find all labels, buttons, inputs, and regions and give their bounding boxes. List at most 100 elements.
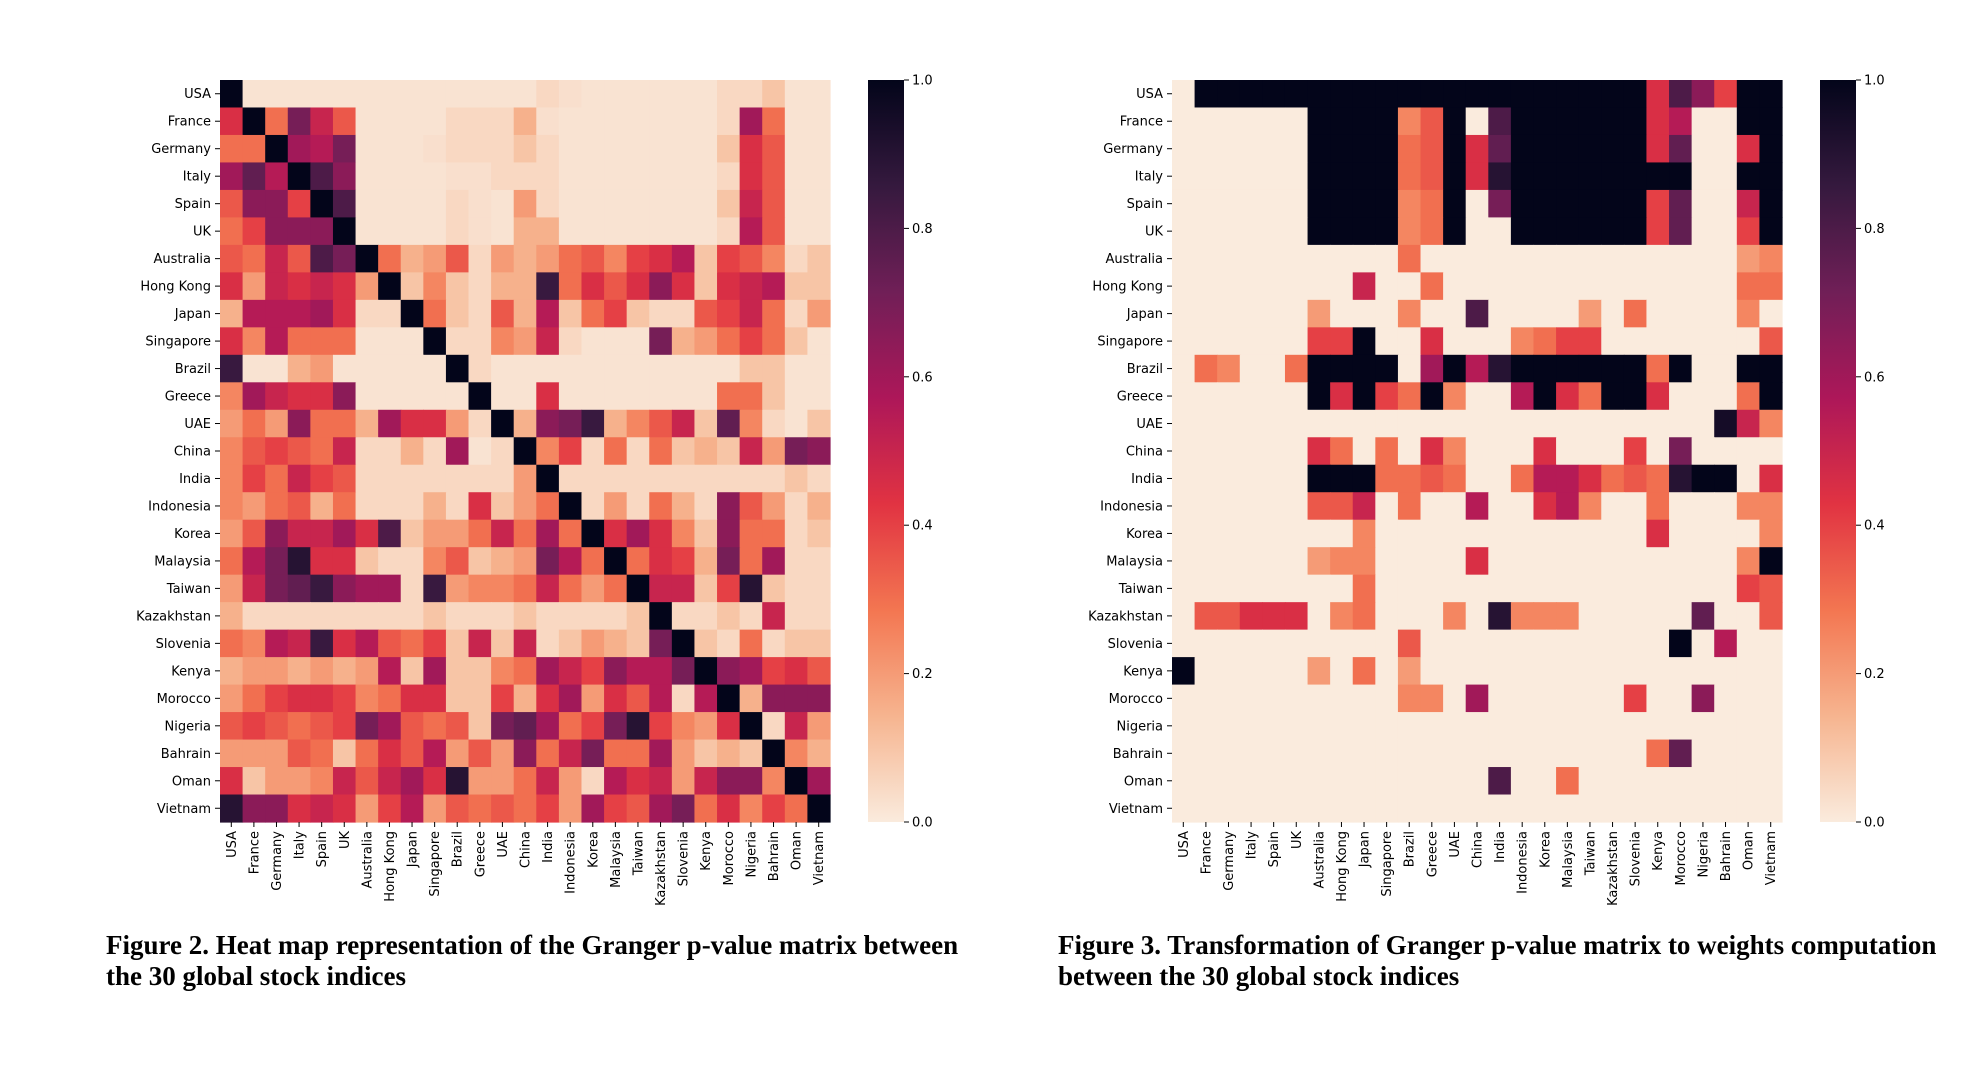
y-tick-label: Indonesia — [1100, 499, 1163, 514]
heatmap-cell — [1646, 134, 1670, 164]
heatmap-cell — [1420, 767, 1444, 796]
heatmap-cell — [1307, 739, 1331, 768]
heatmap-cell — [1759, 767, 1783, 796]
heatmap-cell — [762, 409, 786, 438]
y-tick-label: UAE — [184, 417, 211, 432]
heatmap-cell — [1488, 464, 1512, 493]
heatmap-cell — [287, 162, 311, 191]
heatmap-cell — [1533, 437, 1557, 466]
heatmap-cell — [1375, 354, 1399, 383]
heatmap-cell — [1284, 162, 1309, 191]
heatmap-cell — [717, 189, 741, 219]
heatmap-cell — [1397, 244, 1422, 273]
heatmap-cell — [1759, 189, 1783, 219]
heatmap-cell — [536, 602, 560, 631]
heatmap-cell — [762, 519, 786, 548]
heatmap-cell — [1759, 354, 1783, 383]
heatmap-cell — [536, 382, 560, 411]
heatmap-cell — [762, 464, 786, 493]
heatmap-cell — [1533, 767, 1557, 796]
heatmap-cell — [762, 767, 786, 796]
heatmap-cell — [694, 739, 718, 768]
heatmap-cell — [1646, 244, 1670, 273]
heatmap-cell — [1601, 437, 1625, 466]
heatmap-cell — [1646, 739, 1670, 768]
heatmap-cell — [739, 327, 763, 356]
x-tick-label: Japan — [1358, 831, 1373, 868]
heatmap-cell — [310, 80, 334, 109]
heatmap-cell — [310, 492, 334, 521]
heatmap-cell — [332, 299, 357, 328]
colorbar-tick-label: 0.6 — [912, 370, 933, 385]
heatmap-cell — [1284, 107, 1309, 136]
heatmap-cell — [1623, 492, 1648, 521]
heatmap-cell — [807, 107, 831, 136]
heatmap-cell — [581, 547, 605, 576]
heatmap-cell — [1262, 162, 1286, 191]
heatmap-cell — [1194, 602, 1218, 631]
heatmap-cell — [1623, 217, 1648, 246]
heatmap-cell — [1465, 657, 1489, 686]
heatmap-cell — [378, 327, 402, 356]
heatmap-cell — [558, 712, 583, 741]
heatmap-cell — [287, 189, 311, 219]
heatmap-cell — [378, 107, 402, 136]
heatmap-cell — [671, 547, 696, 576]
colorbar-tick-label: 0.0 — [1864, 816, 1885, 831]
heatmap-cell — [1375, 244, 1399, 273]
heatmap-cell — [445, 217, 470, 246]
heatmap-cell — [1759, 519, 1783, 548]
heatmap-cell — [1217, 134, 1241, 164]
heatmap-cell — [1556, 217, 1580, 246]
heatmap-cell — [1375, 327, 1399, 356]
heatmap-cell — [784, 684, 808, 713]
x-tick-label: Brazil — [1403, 831, 1418, 867]
heatmap-cell — [423, 739, 447, 768]
heatmap-cell — [1510, 464, 1535, 493]
heatmap-cell — [242, 189, 266, 219]
heatmap-cell — [694, 767, 718, 796]
heatmap-cell — [604, 519, 628, 548]
heatmap-cell — [220, 189, 244, 219]
heatmap-cell — [762, 794, 786, 823]
heatmap-cell — [355, 464, 379, 493]
heatmap-cell — [1759, 244, 1783, 273]
heatmap-cell — [604, 244, 628, 273]
heatmap-cell — [445, 492, 470, 521]
heatmap-cell — [626, 327, 650, 356]
heatmap-cell — [1262, 574, 1286, 603]
heatmap-cell — [355, 657, 379, 686]
heatmap-cell — [581, 272, 605, 301]
heatmap-cell — [717, 657, 741, 686]
y-tick-label: Kenya — [1123, 664, 1163, 679]
heatmap-cell — [1556, 464, 1580, 493]
heatmap-cell — [1714, 162, 1738, 191]
heatmap-cell — [423, 409, 447, 438]
heatmap-cell — [1601, 299, 1625, 328]
heatmap-cell — [694, 299, 718, 328]
heatmap-cell — [1194, 794, 1218, 823]
heatmap-cell — [287, 80, 311, 109]
heatmap-cell — [604, 327, 628, 356]
y-tick-label: Kazakhstan — [1088, 609, 1163, 624]
heatmap-cell — [784, 574, 808, 603]
heatmap-cell — [1759, 712, 1783, 741]
heatmap-cell — [1533, 547, 1557, 576]
heatmap-cell — [649, 162, 673, 191]
heatmap-cell — [1533, 409, 1557, 438]
heatmap-cell — [1239, 299, 1263, 328]
heatmap-cell — [242, 409, 266, 438]
heatmap-cell — [1239, 767, 1263, 796]
heatmap-cell — [1284, 547, 1309, 576]
x-tick-label: China — [519, 831, 534, 868]
heatmap-cell — [784, 409, 808, 438]
heatmap-cell — [649, 437, 673, 466]
heatmap-cell — [762, 602, 786, 631]
heatmap-cell — [1420, 739, 1444, 768]
heatmap-cell — [1556, 767, 1580, 796]
heatmap-cell — [604, 409, 628, 438]
heatmap-cell — [265, 602, 289, 631]
heatmap-cell — [445, 189, 470, 219]
heatmap-cell — [1556, 244, 1580, 273]
y-tick-label: Greece — [165, 390, 211, 405]
